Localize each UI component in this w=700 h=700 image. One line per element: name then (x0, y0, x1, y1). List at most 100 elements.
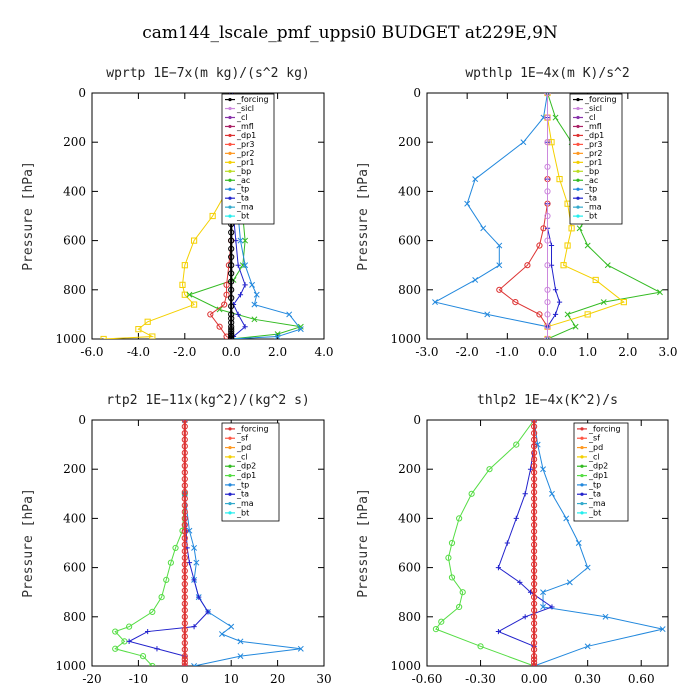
series-line (533, 420, 663, 666)
legend-label: _pr1 (236, 158, 254, 167)
data-point (228, 262, 235, 269)
data-point (181, 574, 188, 581)
plot-frame (426, 419, 669, 667)
data-point (181, 469, 188, 476)
legend-marker (228, 178, 232, 182)
x-tick-label: 0.00 (521, 672, 548, 686)
legend-label: _mfl (584, 122, 602, 131)
data-point (181, 495, 188, 502)
x-tick-label: 0.60 (628, 672, 655, 686)
data-point (235, 262, 241, 268)
data-point (563, 515, 570, 522)
panel-title: wprtp 1E−7x(m kg)/(s^2 kg) (106, 66, 310, 81)
x-tick-label: -3.0 (415, 345, 438, 359)
data-point (513, 441, 520, 448)
legend-label: _dp1 (584, 131, 604, 140)
legend-marker (576, 205, 580, 209)
series-forcing (531, 420, 538, 666)
x-tick-label: 10 (224, 672, 239, 686)
legend-label: _dp1 (236, 471, 256, 480)
legend-label: _cl (584, 113, 596, 122)
legend-label: _ma (236, 499, 254, 508)
legend-marker (228, 169, 232, 173)
x-tick-label: 0.0 (222, 345, 241, 359)
data-point (191, 663, 198, 666)
data-point (531, 639, 538, 647)
data-point (544, 237, 551, 244)
data-point (531, 489, 538, 496)
data-point (584, 643, 591, 650)
x-tick-label: 4.0 (314, 345, 333, 359)
series-pr3 (544, 93, 551, 339)
data-point (531, 443, 538, 450)
data-point (531, 580, 538, 588)
legend-label: _mfl (236, 122, 254, 131)
y-tick-label: 0 (78, 86, 86, 100)
y-tick-label: 600 (398, 561, 421, 575)
legend-label: _pr3 (584, 140, 602, 149)
data-point (190, 301, 198, 308)
data-point (181, 515, 188, 522)
data-point (181, 659, 188, 666)
data-point (154, 646, 160, 652)
legend-marker (580, 427, 584, 431)
data-point (477, 643, 484, 650)
legend: _forcing_sicl_cl_mfl_dp1_pr3_pr2_pr1_bp_… (221, 93, 275, 225)
data-point (548, 242, 555, 249)
data-point (513, 515, 519, 521)
data-point (531, 561, 538, 568)
data-point (592, 276, 599, 284)
data-point (196, 594, 202, 600)
data-point (181, 420, 188, 424)
x-tick-label: -1.0 (496, 345, 519, 359)
data-point (181, 620, 188, 627)
data-point (495, 628, 502, 635)
data-point (504, 540, 510, 546)
y-axis-label: Pressure [hPa] (21, 161, 36, 271)
legend-label: _tp (236, 185, 249, 194)
y-tick-label: 1000 (390, 332, 421, 346)
chart-panel-4: thlp2 1E−4x(K^2)/s Pressure [hPa] -0.60 -0.… (356, 393, 669, 686)
data-point (216, 306, 223, 313)
legend-marker (228, 205, 232, 209)
legend-label: _sicl (236, 104, 254, 113)
legend-label: _forcing (584, 95, 617, 104)
x-tick-label: -4.0 (127, 345, 150, 359)
data-point (242, 262, 249, 269)
data-point (274, 333, 281, 339)
chart-panel-3: rtp2 1E−11x(kg^2)/(kg^2 s) Pressure [hPa]… (21, 393, 332, 686)
data-point (544, 311, 551, 318)
y-tick-label: 0 (413, 86, 421, 100)
legend-label: _bt (588, 508, 601, 517)
legend-marker (228, 142, 232, 146)
y-tick-label: 600 (63, 561, 86, 575)
y-tick-label: 800 (398, 610, 421, 624)
data-point (552, 311, 559, 317)
data-point (472, 176, 479, 183)
data-point (520, 139, 527, 146)
data-point (251, 301, 258, 308)
legend-label: _ta (236, 490, 249, 499)
data-point (297, 323, 304, 330)
data-point (512, 299, 519, 306)
data-point (531, 462, 538, 470)
data-point (531, 475, 538, 483)
y-tick-label: 800 (398, 283, 421, 297)
legend-label: _forcing (236, 95, 269, 104)
data-point (438, 618, 445, 625)
legend-marker (580, 473, 584, 478)
data-point (286, 311, 293, 318)
data-point (659, 626, 666, 633)
data-point (235, 311, 241, 317)
data-point (522, 614, 528, 620)
data-point (531, 521, 538, 529)
data-point (531, 430, 538, 437)
legend-marker (576, 214, 580, 218)
data-point (620, 299, 627, 306)
series-dp1 (496, 93, 551, 339)
y-tick-label: 1000 (55, 332, 86, 346)
data-point (237, 292, 244, 298)
legend-marker (576, 115, 580, 120)
legend-marker (228, 445, 232, 450)
data-point (531, 600, 538, 607)
